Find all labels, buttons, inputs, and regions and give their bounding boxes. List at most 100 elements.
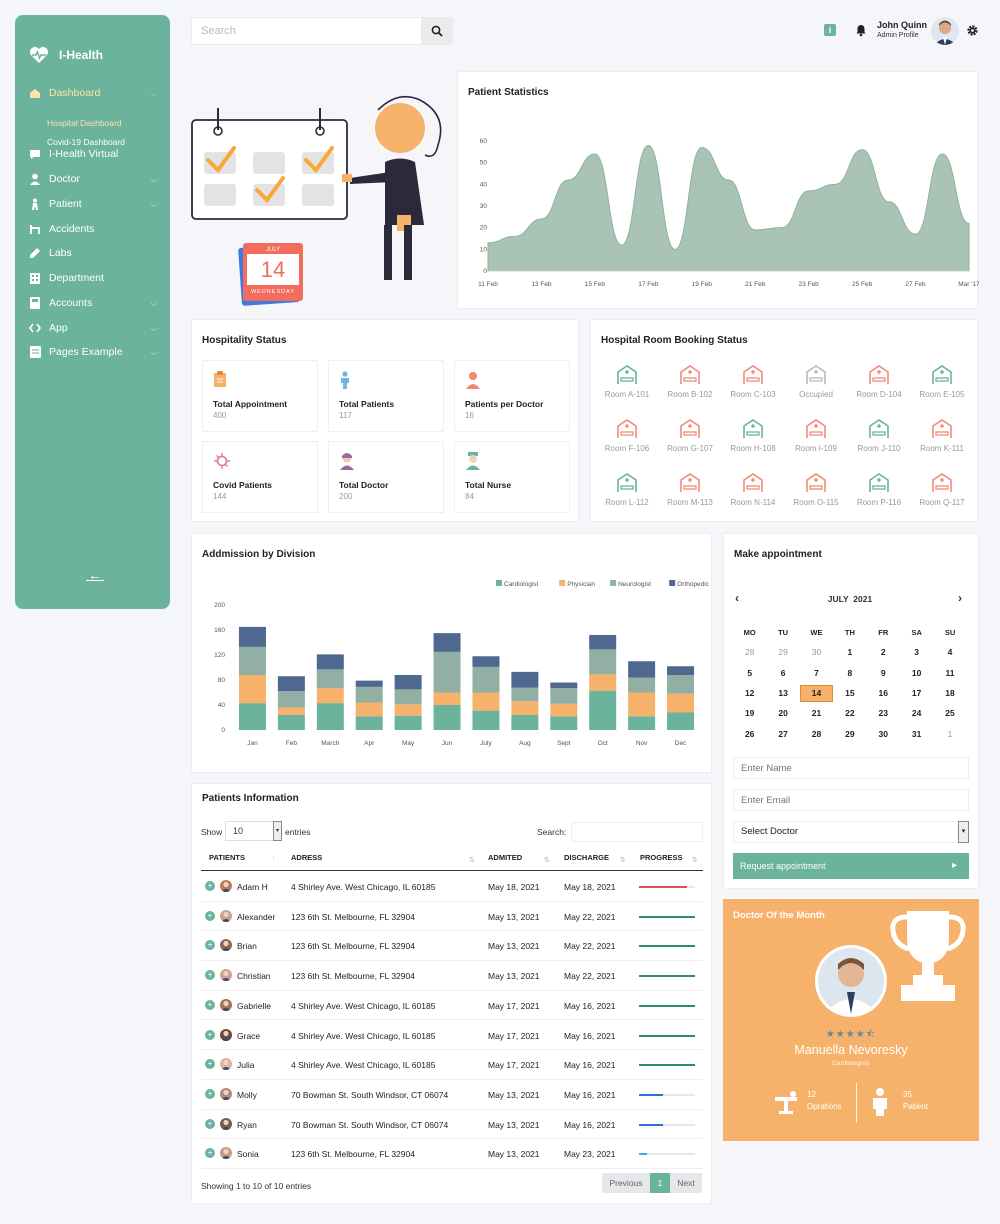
room-room-c-103[interactable]: Room C-103 bbox=[725, 365, 781, 399]
sidebar-item-doctor[interactable]: Doctor ⌵ bbox=[29, 173, 157, 185]
room-room-a-101[interactable]: Room A-101 bbox=[599, 365, 655, 399]
table-row[interactable]: + Grace 4 Shirley Ave. West Chicago, IL … bbox=[201, 1021, 703, 1051]
next-month-button[interactable]: › bbox=[958, 591, 962, 605]
room-room-k-111[interactable]: Room K-111 bbox=[914, 419, 970, 453]
calendar-day[interactable]: 15 bbox=[845, 688, 855, 699]
column-header-adress[interactable]: ADRESS bbox=[291, 853, 323, 862]
sidebar-item-i-health-virtual[interactable]: I-Health Virtual bbox=[29, 148, 157, 160]
calendar-day[interactable]: 3 bbox=[914, 647, 920, 658]
sidebar-item-pages-example[interactable]: Pages Example ⌵ bbox=[29, 346, 157, 358]
sort-icon[interactable]: ⇅ bbox=[692, 857, 698, 864]
entries-select[interactable]: 10 ▾ bbox=[225, 821, 282, 841]
stat-card-total-nurse[interactable]: Total Nurse 84 bbox=[454, 441, 570, 513]
table-row[interactable]: + Julia 4 Shirley Ave. West Chicago, IL … bbox=[201, 1050, 703, 1080]
sort-icon[interactable]: ⇅ bbox=[544, 857, 550, 864]
sidebar-item-department[interactable]: Department bbox=[29, 272, 157, 284]
calendar-day[interactable]: 26 bbox=[744, 728, 755, 739]
calendar-day[interactable]: 19 bbox=[744, 708, 755, 719]
stat-card-total-doctor[interactable]: Total Doctor 200 bbox=[328, 441, 444, 513]
room-room-f-106[interactable]: Room F-106 bbox=[599, 419, 655, 453]
sidebar-item-dashboard[interactable]: Dashboard ⌵ bbox=[29, 87, 157, 99]
table-row[interactable]: + Adam H 4 Shirley Ave. West Chicago, IL… bbox=[201, 872, 703, 902]
calendar-day[interactable]: 30 bbox=[878, 728, 888, 739]
doctor-select[interactable]: Select Doctor ▾ bbox=[733, 821, 969, 843]
room-room-i-109[interactable]: Room I-109 bbox=[788, 419, 844, 453]
calendar-day[interactable]: 12 bbox=[744, 688, 755, 699]
table-row[interactable]: + Sonia 123 6th St. Melbourne, FL 32904 … bbox=[201, 1139, 703, 1169]
sidebar-item-labs[interactable]: Labs bbox=[29, 247, 157, 259]
column-header-discharge[interactable]: DISCHARGE bbox=[564, 853, 610, 862]
name-input[interactable] bbox=[733, 757, 969, 779]
column-header-admited[interactable]: ADMITED bbox=[488, 853, 523, 862]
profile-name[interactable]: John Quinn bbox=[877, 20, 927, 30]
sidebar-item-app[interactable]: App ⌵ bbox=[29, 322, 157, 334]
calendar-day[interactable]: 24 bbox=[911, 708, 922, 719]
sidebar-item-accounts[interactable]: Accounts ⌵ bbox=[29, 297, 157, 309]
calendar-day[interactable]: 27 bbox=[778, 728, 788, 739]
expand-row-icon[interactable]: + bbox=[205, 970, 215, 981]
stat-card-covid-patients[interactable]: Covid Patients 144 bbox=[202, 441, 318, 513]
room-room-d-104[interactable]: Room D-104 bbox=[851, 365, 907, 399]
calendar-day[interactable]: 21 bbox=[811, 708, 822, 719]
sort-icon[interactable]: ↑ bbox=[272, 856, 276, 863]
room-room-j-110[interactable]: Room J-110 bbox=[851, 419, 907, 453]
room-room-o-115[interactable]: Room O-115 bbox=[788, 473, 844, 507]
expand-row-icon[interactable]: + bbox=[205, 1059, 215, 1070]
calendar-day[interactable]: 7 bbox=[814, 667, 819, 678]
calendar-day[interactable]: 29 bbox=[778, 647, 788, 658]
calendar-day[interactable]: 6 bbox=[780, 667, 786, 678]
bell-icon[interactable] bbox=[855, 24, 867, 37]
calendar-day[interactable]: 10 bbox=[911, 667, 922, 678]
pagination-next[interactable]: Next bbox=[670, 1173, 702, 1193]
request-appointment-button[interactable]: Request appointment ▸ bbox=[733, 853, 969, 879]
expand-row-icon[interactable]: + bbox=[205, 881, 215, 891]
expand-row-icon[interactable]: + bbox=[205, 1088, 215, 1099]
room-room-h-108[interactable]: Room H-108 bbox=[725, 419, 781, 453]
room-room-b-102[interactable]: Room B-102 bbox=[662, 365, 718, 399]
calendar-day[interactable]: 18 bbox=[945, 688, 955, 699]
room-room-p-116[interactable]: Room P-116 bbox=[851, 473, 907, 507]
expand-row-icon[interactable]: + bbox=[205, 1029, 215, 1040]
calendar-day[interactable]: 9 bbox=[880, 667, 886, 678]
calendar-day[interactable]: 28 bbox=[811, 728, 822, 739]
room-occupied[interactable]: Occupied bbox=[788, 365, 844, 399]
calendar-day[interactable]: 16 bbox=[878, 688, 888, 699]
sidebar-subitem-hospital-dashboard[interactable]: Hospital Dashboard bbox=[47, 118, 122, 128]
expand-row-icon[interactable]: + bbox=[205, 1118, 215, 1129]
sidebar-item-patient[interactable]: Patient ⌵ bbox=[29, 198, 157, 210]
calendar-day[interactable]: 29 bbox=[845, 728, 855, 739]
expand-row-icon[interactable]: + bbox=[205, 999, 215, 1010]
room-room-m-113[interactable]: Room M-113 bbox=[662, 473, 718, 507]
calendar-day[interactable]: 28 bbox=[744, 647, 755, 658]
table-row[interactable]: + Ryan 70 Bowman St. South Windsor, CT 0… bbox=[201, 1110, 703, 1140]
sort-icon[interactable]: ⇅ bbox=[620, 857, 626, 864]
pagination-page-1[interactable]: 1 bbox=[650, 1173, 670, 1193]
gear-icon[interactable] bbox=[966, 24, 979, 37]
calendar-day[interactable]: 30 bbox=[811, 647, 822, 658]
profile-avatar[interactable] bbox=[931, 17, 959, 45]
calendar-day[interactable]: 23 bbox=[878, 708, 888, 719]
calendar-day[interactable]: 8 bbox=[847, 667, 853, 678]
search-input[interactable] bbox=[192, 18, 424, 44]
column-header-patients[interactable]: PATIENTS bbox=[209, 853, 245, 862]
expand-row-icon[interactable]: + bbox=[205, 1148, 215, 1159]
email-input[interactable] bbox=[733, 789, 969, 811]
expand-row-icon[interactable]: + bbox=[205, 910, 215, 921]
sidebar-subitem-covid-19-dashboard[interactable]: Covid-19 Dashboard bbox=[47, 137, 125, 147]
room-room-q-117[interactable]: Room Q-117 bbox=[914, 473, 970, 507]
calendar-day[interactable]: 1 bbox=[847, 647, 853, 658]
calendar-day[interactable]: 2 bbox=[880, 647, 886, 658]
sort-icon[interactable]: ⇅ bbox=[469, 857, 475, 864]
table-row[interactable]: + Christian 123 6th St. Melbourne, FL 32… bbox=[201, 961, 703, 991]
room-room-g-107[interactable]: Room G-107 bbox=[662, 419, 718, 453]
calendar-day[interactable]: 13 bbox=[778, 688, 788, 699]
calendar-day[interactable]: 1 bbox=[947, 728, 953, 739]
collapse-sidebar-icon[interactable]: ← bbox=[86, 567, 104, 583]
calendar-day[interactable]: 17 bbox=[911, 688, 922, 699]
table-row[interactable]: + Molly 70 Bowman St. South Windsor, CT … bbox=[201, 1080, 703, 1110]
calendar-day[interactable]: 5 bbox=[747, 667, 753, 678]
pagination-previous[interactable]: Previous bbox=[602, 1173, 650, 1193]
sidebar-item-accidents[interactable]: Accidents bbox=[29, 223, 157, 235]
calendar-day[interactable]: 11 bbox=[945, 667, 955, 678]
stat-card-patients-per-doctor[interactable]: Patients per Doctor 16 bbox=[454, 360, 570, 432]
